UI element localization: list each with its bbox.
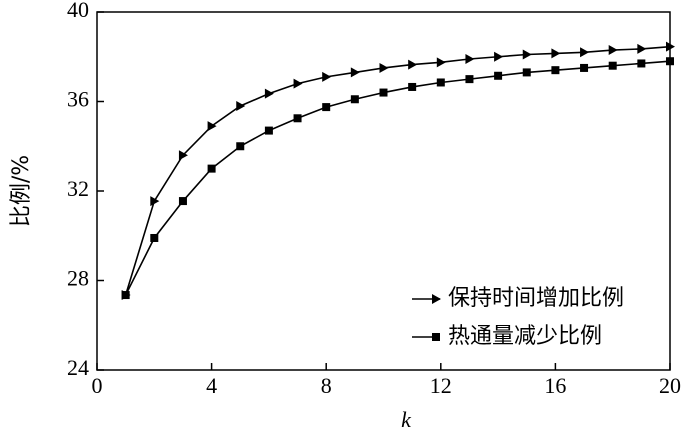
y-tick-label: 28 <box>67 266 89 291</box>
marker <box>608 45 618 56</box>
marker <box>408 59 418 70</box>
y-tick-label: 40 <box>67 0 89 22</box>
marker <box>178 150 188 161</box>
marker <box>637 43 647 54</box>
marker <box>666 41 675 52</box>
marker <box>150 233 159 242</box>
y-tick-label: 32 <box>67 176 89 201</box>
marker <box>465 53 475 64</box>
marker <box>379 88 388 97</box>
marker <box>207 164 216 173</box>
marker <box>551 66 560 75</box>
series-line <box>124 45 671 296</box>
legend-label: 热通量减少比例 <box>448 324 602 349</box>
marker <box>408 82 417 91</box>
legend-label: 保持时间增加比例 <box>448 286 624 311</box>
marker <box>522 49 532 60</box>
x-tick-label: 12 <box>430 373 452 398</box>
marker <box>264 126 273 135</box>
marker <box>207 121 217 132</box>
marker <box>608 61 617 70</box>
x-axis-label: k <box>401 407 412 432</box>
marker <box>350 95 359 104</box>
y-tick-label: 36 <box>67 87 89 112</box>
marker <box>637 59 646 68</box>
y-tick-label: 24 <box>67 355 89 380</box>
marker <box>150 196 160 207</box>
marker <box>293 114 302 123</box>
marker <box>322 103 331 112</box>
marker <box>379 62 389 73</box>
marker <box>522 68 531 77</box>
marker <box>293 78 303 89</box>
marker <box>666 57 674 66</box>
marker <box>322 71 332 82</box>
x-tick-label: 20 <box>659 373 681 398</box>
marker <box>551 48 561 59</box>
marker <box>178 197 187 206</box>
x-tick-label: 4 <box>206 373 217 398</box>
x-tick-label: 16 <box>544 373 566 398</box>
marker <box>121 291 130 300</box>
marker <box>494 51 504 62</box>
y-axis-label: 比例/% <box>9 155 34 227</box>
marker <box>580 63 589 72</box>
marker <box>264 88 274 99</box>
marker <box>494 71 503 80</box>
marker <box>350 67 360 78</box>
series-line <box>124 60 671 296</box>
marker <box>465 75 474 84</box>
marker <box>236 142 245 151</box>
marker <box>432 333 440 341</box>
x-tick-label: 0 <box>92 373 103 398</box>
marker <box>580 47 590 58</box>
marker <box>432 294 441 304</box>
marker <box>236 100 246 111</box>
marker <box>436 57 446 68</box>
x-tick-label: 8 <box>321 373 332 398</box>
marker <box>436 78 445 87</box>
